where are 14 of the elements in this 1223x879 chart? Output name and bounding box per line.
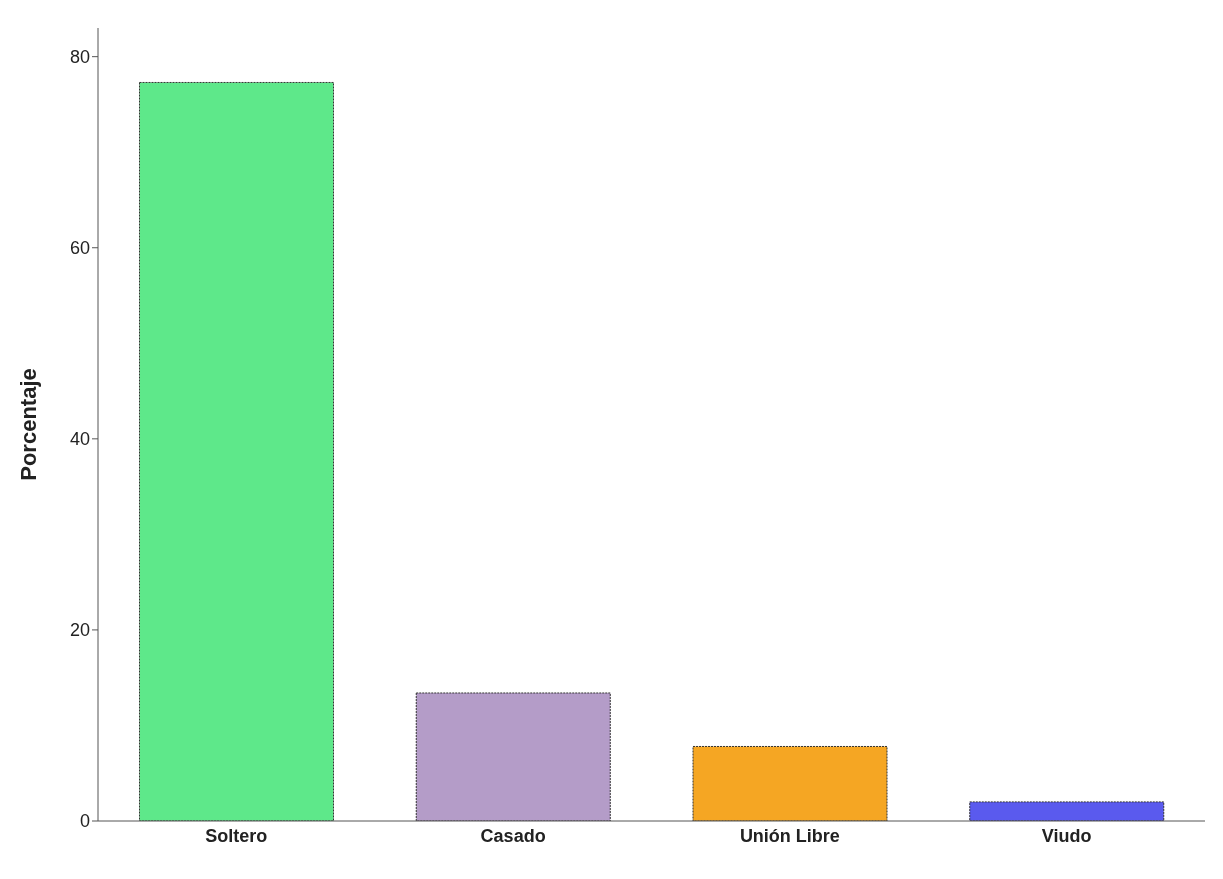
bar <box>415 692 611 821</box>
y-tick-label: 60 <box>69 238 90 259</box>
x-tick-label: Casado <box>480 825 546 846</box>
y-tick-label: 0 <box>79 811 90 832</box>
y-tick-label: 80 <box>69 47 90 68</box>
x-tick-label: Viudo <box>1041 825 1092 846</box>
bar <box>969 801 1165 821</box>
bar <box>692 745 888 821</box>
y-tick-label: 20 <box>69 620 90 641</box>
y-tick-label: 40 <box>69 429 90 450</box>
x-tick-label: Unión Libre <box>739 825 840 846</box>
x-tick-label: Soltero <box>205 825 268 846</box>
bar <box>139 81 335 821</box>
y-axis-title: Porcentaje <box>15 368 41 481</box>
